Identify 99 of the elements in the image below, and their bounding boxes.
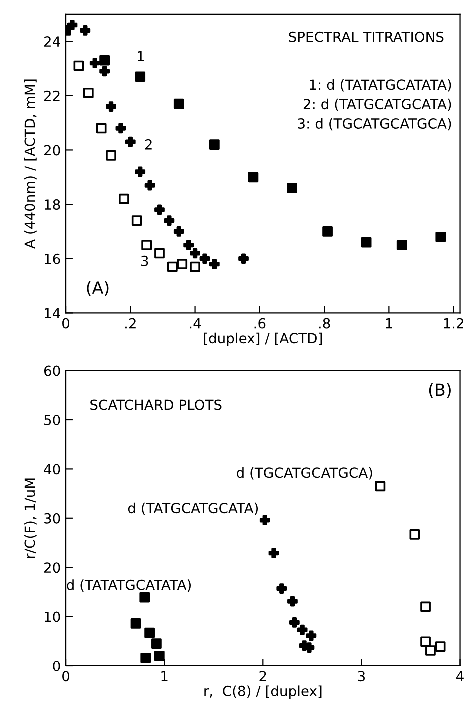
x-tick-label: 4 <box>456 671 464 682</box>
point <box>132 216 142 226</box>
point <box>154 248 165 259</box>
point <box>297 624 308 636</box>
annotation: 2: d (TATGCATGCATA) <box>304 98 452 112</box>
text: SCATCHARD PLOTS <box>90 400 222 410</box>
point <box>287 183 298 194</box>
point <box>288 596 298 607</box>
y-axis-title: A (440nm) / [ACTD, mM] <box>24 80 37 249</box>
point <box>361 237 372 248</box>
point <box>152 638 162 650</box>
point <box>106 102 116 112</box>
point <box>125 136 136 148</box>
x-tick-label: 1 <box>162 671 168 682</box>
point <box>209 259 220 270</box>
point <box>116 123 126 134</box>
point <box>135 72 146 82</box>
point <box>200 254 210 264</box>
x-tick-label: 3 <box>358 671 366 682</box>
point <box>100 66 110 77</box>
point <box>140 592 150 603</box>
y-tick-label: 22 <box>44 90 60 102</box>
y-axis-title: r/C(F), 1/uM <box>24 478 37 558</box>
point <box>144 180 156 191</box>
y-tick-label: 50 <box>44 414 60 426</box>
annotation: d (TATATGCATATA) <box>67 580 191 592</box>
point <box>322 226 333 237</box>
point <box>396 240 408 250</box>
point <box>130 618 142 629</box>
point <box>426 646 436 656</box>
x-tick-label: .8 <box>319 318 330 329</box>
point <box>174 98 184 110</box>
point <box>375 481 386 492</box>
y-tick-label: 24 <box>44 36 60 47</box>
text: SPECTRAL TITRATIONS <box>289 32 444 42</box>
point <box>420 636 431 648</box>
y-tick-label: 16 <box>45 254 60 264</box>
point <box>290 618 300 628</box>
y-tick-label: 20 <box>44 145 60 156</box>
x-tick-label: 1.2 <box>444 318 464 329</box>
annotation: d (TGCATGCATGCA) <box>237 467 372 480</box>
y-tick-label: 18 <box>45 200 60 210</box>
point <box>140 652 152 664</box>
y-tick-label: 10 <box>45 612 60 622</box>
point <box>268 548 280 559</box>
point <box>174 226 184 237</box>
point <box>190 248 200 259</box>
point <box>306 630 317 642</box>
annotation: 1 <box>138 51 144 62</box>
point <box>238 254 249 264</box>
annotation: d (TATGCATGCATA) <box>128 502 258 516</box>
point <box>410 529 420 540</box>
point <box>135 166 146 178</box>
point <box>435 642 446 652</box>
point <box>74 60 84 72</box>
point <box>142 240 152 250</box>
point <box>276 584 288 594</box>
point <box>167 262 178 272</box>
point <box>190 262 200 272</box>
point <box>154 650 165 662</box>
x-tick-label: .4 <box>190 318 202 329</box>
point <box>209 140 220 150</box>
point <box>184 240 194 250</box>
annotation: (B) <box>429 383 451 398</box>
x-tick-label: 0 <box>62 671 70 682</box>
y-tick-label: 60 <box>44 366 60 376</box>
point <box>248 172 259 183</box>
y-tick-label: 0 <box>53 660 60 672</box>
x-tick-label: 2 <box>260 671 266 682</box>
point <box>90 58 100 68</box>
annotation: (A) <box>87 281 109 296</box>
annotation: 3: d (TGCATGCATGCA) <box>298 118 452 131</box>
y-tick-label: 14 <box>45 308 60 318</box>
point <box>420 602 431 612</box>
annotation: 2 <box>145 139 152 150</box>
x-tick-label: 1 <box>386 318 392 329</box>
point <box>154 204 165 216</box>
point <box>96 123 107 134</box>
y-tick-label: 30 <box>44 513 60 524</box>
y-tick-label: 20 <box>44 562 60 574</box>
point <box>80 26 91 36</box>
point <box>260 515 270 526</box>
point <box>100 55 110 66</box>
annotation: 1: d (TATATGCATATA) <box>310 79 452 92</box>
x-tick-label: .6 <box>254 318 266 329</box>
y-tick-label: 40 <box>44 464 60 475</box>
point <box>436 232 446 242</box>
point <box>67 20 78 30</box>
point <box>177 259 188 270</box>
point <box>164 216 175 226</box>
x-axis-title: [duplex] / [ACTD] <box>204 332 322 346</box>
x-axis-title: r, C(8) / [duplex] <box>204 686 322 700</box>
point <box>83 88 94 98</box>
point <box>119 194 130 204</box>
x-tick-label: 0 <box>62 318 70 329</box>
point <box>144 628 155 638</box>
x-tick-label: .2 <box>126 318 136 329</box>
point <box>106 150 116 161</box>
annotation: 3 <box>142 256 148 266</box>
